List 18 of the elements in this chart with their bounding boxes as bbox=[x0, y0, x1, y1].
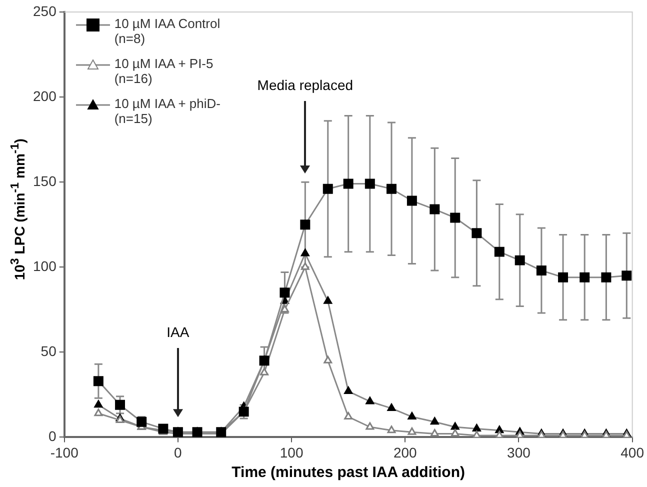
x-tick-label: 100 bbox=[280, 444, 304, 460]
annotation: Media replaced bbox=[257, 77, 354, 94]
y-tick-label: 100 bbox=[33, 258, 57, 274]
y-tick-label: 200 bbox=[33, 88, 57, 104]
y-tick-label: 250 bbox=[33, 2, 57, 19]
x-axis-title: Time (minutes past IAA addition) bbox=[230, 464, 466, 481]
x-tick-label: 0 bbox=[174, 444, 182, 460]
x-tick-label: 400 bbox=[620, 444, 644, 460]
y-tick-label: 50 bbox=[40, 343, 57, 360]
legend-label: 10 µM IAA Control (n=8) bbox=[114, 16, 222, 46]
x-tick-label: 200 bbox=[393, 444, 418, 460]
annotation: IAA bbox=[166, 324, 190, 340]
x-tick-label: -100 bbox=[50, 444, 79, 460]
legend-label: 10 µM IAA + phiD- (n=15) bbox=[114, 96, 222, 126]
x-tick-label: 300 bbox=[507, 444, 531, 460]
legend-label: 10 µM IAA + PI-5 (n=16) bbox=[114, 56, 214, 86]
y-tick-label: 150 bbox=[33, 172, 57, 189]
y-tick-label: 0 bbox=[48, 428, 57, 444]
